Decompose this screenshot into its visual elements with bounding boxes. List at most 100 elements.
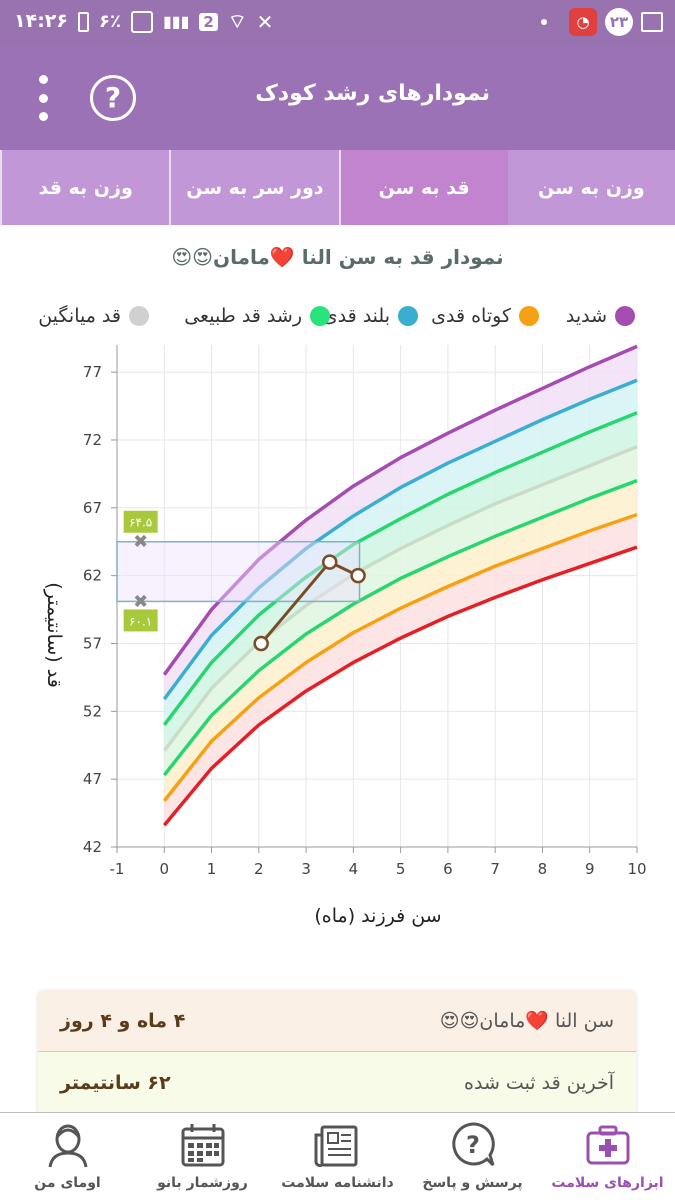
legend-item-tall[interactable]: بلند قدی xyxy=(323,305,418,327)
nav-profile-label: اومای من xyxy=(34,1175,101,1191)
status-time: ۱۴:۲۶ xyxy=(14,10,68,32)
legend-label-severe: شدید xyxy=(565,305,607,327)
y-tick-label: 72 xyxy=(83,431,102,449)
marker-badge xyxy=(123,510,158,533)
newspaper-icon xyxy=(314,1125,357,1168)
user-avatar-icon xyxy=(48,1124,87,1168)
medical-kit-icon xyxy=(586,1125,629,1165)
status-bar: ۱۴:۲۶ ۶٪ ▮▮▮ 2 ⌔ ✕ ◔ ۲۳ xyxy=(0,0,675,45)
marker-cross: ✖ xyxy=(133,532,148,553)
reference-rect xyxy=(116,540,361,603)
legend-label-normal: رشد قد طبیعی xyxy=(184,305,302,327)
curve-blue xyxy=(162,378,638,701)
tab-height-for-age[interactable]: قد به سن xyxy=(338,150,508,225)
curve-orange xyxy=(162,512,638,802)
legend-dot-normal xyxy=(310,306,330,326)
notification-count-badge: ۲۳ xyxy=(605,8,633,36)
signal-icon: ▮▮▮ xyxy=(162,12,190,31)
legend-label-median: قد میانگین xyxy=(38,305,121,327)
marker-cross: ✖ xyxy=(133,591,148,612)
band-median xyxy=(164,446,638,776)
nav-questions[interactable]: ? پرسش و پاسخ xyxy=(405,1113,540,1200)
status-icons-right: ◔ ۲۳ xyxy=(541,8,663,36)
page-title: نمودارهای رشد کودک xyxy=(255,81,490,106)
chart-curves xyxy=(162,344,638,827)
legend-item-severe[interactable]: شدید xyxy=(566,305,635,327)
legend-dot-tall xyxy=(398,306,418,326)
band-orange xyxy=(164,514,638,826)
chart-title: نمودار قد به سن النا ❤️مامان😍😍 xyxy=(171,245,504,269)
child-height-point xyxy=(253,635,269,652)
tab-weight-for-height[interactable]: وزن به قد xyxy=(0,150,170,225)
y-tick-label: 52 xyxy=(83,702,102,720)
band-purple xyxy=(164,346,638,700)
x-tick-label: 5 xyxy=(396,860,406,878)
x-tick-label: 3 xyxy=(301,860,311,878)
nav-health-tools-label: ابزارهای سلامت xyxy=(551,1175,664,1191)
chart-legend: شدید کوتاه قدی بلند قدی رشد قد طبیعی قد … xyxy=(0,305,675,335)
nav-encyclopedia[interactable]: دانشنامه سلامت xyxy=(270,1113,405,1200)
band-green-lower xyxy=(164,480,638,801)
app-bar: ? نمودارهای رشد کودک xyxy=(0,45,675,150)
image-icon xyxy=(641,12,663,32)
band-green-upper xyxy=(164,412,638,751)
curve-green-upper xyxy=(162,411,638,726)
x-tick-label: 1 xyxy=(207,860,217,878)
x-tick-label: 9 xyxy=(585,860,595,878)
battery-percent: ۶٪ xyxy=(99,11,121,32)
age-value: ۴ ماه و ۴ روز xyxy=(60,1009,186,1032)
nav-health-tools[interactable]: ابزارهای سلامت xyxy=(540,1113,675,1200)
child-info-card: سن النا ❤️مامان😍😍 ۴ ماه و ۴ روز آخرین قد… xyxy=(38,990,636,1115)
legend-dot-severe xyxy=(615,306,635,326)
y-axis-label: قد (سانتیمتر) xyxy=(43,582,65,688)
height-value: ۶۲ سانتیمتر xyxy=(60,1072,171,1094)
overflow-menu-icon[interactable] xyxy=(37,75,49,121)
x-axis-label: سن فرزند (ماه) xyxy=(314,905,441,927)
calendar-icon xyxy=(181,1124,224,1167)
question-bubble-icon: ? xyxy=(451,1122,495,1167)
height-for-age-chart[interactable]: ✖۶۴.۵✖۶۰.۱ -1 0 1 2 3 4 5 6 7 8 9 10424752576267727… xyxy=(0,335,675,935)
sim-badge: 2 xyxy=(199,12,218,31)
child-height-point xyxy=(350,567,366,584)
y-tick-label: 67 xyxy=(83,499,102,517)
curve-green-lower xyxy=(162,479,638,777)
child-height-point xyxy=(321,554,338,570)
height-label: آخرین قد ثبت شده xyxy=(464,1072,614,1094)
y-tick-label: 42 xyxy=(83,838,102,856)
band-blue xyxy=(164,380,638,725)
tab-head-circumference-for-age[interactable]: دور سر به سن xyxy=(169,150,339,225)
height-row: آخرین قد ثبت شده ۶۲ سانتیمتر xyxy=(38,1052,636,1114)
chart-bands xyxy=(164,346,638,826)
curve-purple xyxy=(162,344,638,676)
bottom-nav: ابزارهای سلامت ? پرسش و پاسخ دانشنامه سل… xyxy=(0,1112,675,1200)
nav-profile[interactable]: اومای من xyxy=(0,1113,135,1200)
wifi-icon: ⌔ xyxy=(227,9,247,33)
timer-app-icon: ◔ xyxy=(569,8,597,36)
help-icon[interactable]: ? xyxy=(90,75,136,121)
battery-icon xyxy=(78,11,89,32)
legend-item-median[interactable]: قد میانگین xyxy=(38,305,149,327)
x-tick-label: -1 xyxy=(110,860,125,878)
marker-badge-label: ۶۰.۱ xyxy=(129,614,152,628)
y-tick-label: 77 xyxy=(83,363,102,381)
svg-text:?: ? xyxy=(466,1131,480,1159)
x-tick-label: 7 xyxy=(490,860,500,878)
legend-label-tall: بلند قدی xyxy=(322,305,390,327)
legend-item-normal[interactable]: رشد قد طبیعی xyxy=(184,305,330,327)
reference-band: ✖ ۶۴.۵ ✖ ۶۰.۱ xyxy=(116,510,361,632)
mute-icon: ✕ xyxy=(256,9,274,34)
chart-tabs: وزن به سن قد به سن دور سر به سن وزن به ق… xyxy=(0,150,675,225)
x-tick-label: 0 xyxy=(159,860,169,878)
no-sim-icon xyxy=(130,10,153,33)
x-tick-label: 4 xyxy=(349,860,359,878)
nav-calendar[interactable]: روزشمار بانو xyxy=(135,1113,270,1200)
age-row: سن النا ❤️مامان😍😍 ۴ ماه و ۴ روز xyxy=(38,990,636,1052)
x-tick-label: 2 xyxy=(254,860,264,878)
y-tick-label: 47 xyxy=(83,770,102,788)
status-icons-left: ۶٪ ▮▮▮ 2 ⌔ ✕ xyxy=(78,9,273,34)
legend-dot-short xyxy=(519,306,539,326)
marker-badge xyxy=(123,609,158,632)
legend-item-short[interactable]: کوتاه قدی xyxy=(431,305,539,327)
tab-weight-for-age[interactable]: وزن به سن xyxy=(507,150,675,225)
